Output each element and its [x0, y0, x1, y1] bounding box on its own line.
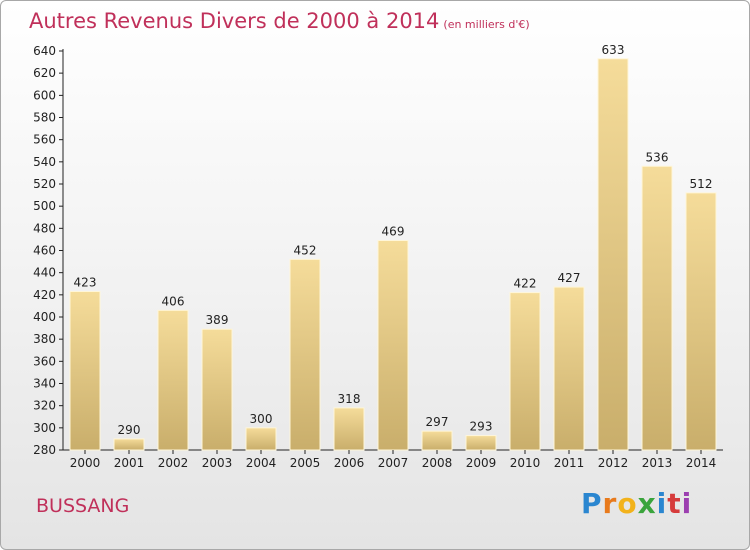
- y-tick-label: 320: [33, 399, 56, 413]
- y-tick-label: 520: [33, 177, 56, 191]
- bar: [113, 438, 145, 451]
- y-tick-label: 560: [33, 133, 56, 147]
- bar: [333, 407, 365, 451]
- bar-value-label: 290: [118, 423, 141, 437]
- y-tick-label: 580: [33, 111, 56, 125]
- x-tick-label: 2002: [158, 456, 189, 470]
- y-tick-label: 600: [33, 88, 56, 102]
- y-tick-label: 620: [33, 66, 56, 80]
- bar: [157, 309, 189, 451]
- bar-value-label: 318: [338, 392, 361, 406]
- x-tick-label: 2009: [466, 456, 497, 470]
- bar: [289, 258, 321, 451]
- y-tick-label: 280: [33, 443, 56, 457]
- x-tick-label: 2014: [686, 456, 717, 470]
- bar: [509, 292, 541, 451]
- bar: [245, 427, 277, 451]
- x-tick-label: 2000: [70, 456, 101, 470]
- x-tick-label: 2010: [510, 456, 541, 470]
- x-tick-label: 2011: [554, 456, 585, 470]
- chart-title-text: Autres Revenus Divers de 2000 à 2014: [29, 9, 440, 33]
- chart-title: Autres Revenus Divers de 2000 à 2014 (en …: [29, 9, 530, 33]
- bar: [685, 192, 717, 451]
- x-tick-label: 2007: [378, 456, 409, 470]
- x-tick-label: 2006: [334, 456, 365, 470]
- bar: [641, 165, 673, 451]
- bar-value-label: 469: [382, 225, 405, 239]
- bar: [597, 58, 629, 451]
- bar: [421, 430, 453, 451]
- y-tick-label: 440: [33, 266, 56, 280]
- bar: [465, 435, 497, 451]
- x-tick-label: 2004: [246, 456, 277, 470]
- y-tick-label: 480: [33, 221, 56, 235]
- y-tick-label: 400: [33, 310, 56, 324]
- y-tick-label: 460: [33, 244, 56, 258]
- y-tick-label: 640: [33, 44, 56, 58]
- bar-value-label: 300: [250, 412, 273, 426]
- bar-value-label: 452: [294, 243, 317, 257]
- x-tick-label: 2013: [642, 456, 673, 470]
- bar-value-label: 406: [162, 294, 185, 308]
- bar-value-label: 423: [74, 276, 97, 290]
- x-tick-label: 2001: [114, 456, 145, 470]
- bar-value-label: 633: [602, 43, 625, 57]
- bar: [69, 291, 101, 451]
- proxiti-logo: Proxiti: [581, 487, 693, 520]
- bar-value-label: 293: [470, 420, 493, 434]
- chart-subtitle: (en milliers d'€): [443, 18, 530, 31]
- y-tick-label: 300: [33, 421, 56, 435]
- bar-value-label: 427: [558, 271, 581, 285]
- bar: [553, 286, 585, 451]
- bar-value-label: 536: [646, 150, 669, 164]
- y-tick-label: 420: [33, 288, 56, 302]
- bar-value-label: 389: [206, 313, 229, 327]
- bar: [377, 240, 409, 451]
- location-label: BUSSANG: [36, 495, 130, 517]
- x-tick-label: 2008: [422, 456, 453, 470]
- y-tick-label: 500: [33, 199, 56, 213]
- bar-value-label: 297: [426, 415, 449, 429]
- y-tick-label: 340: [33, 377, 56, 391]
- bar: [201, 328, 233, 451]
- x-tick-label: 2005: [290, 456, 321, 470]
- y-tick-label: 360: [33, 354, 56, 368]
- bar-value-label: 422: [514, 277, 537, 291]
- y-tick-label: 380: [33, 332, 56, 346]
- x-tick-label: 2012: [598, 456, 629, 470]
- x-tick-label: 2003: [202, 456, 233, 470]
- bar-value-label: 512: [690, 177, 713, 191]
- y-tick-label: 540: [33, 155, 56, 169]
